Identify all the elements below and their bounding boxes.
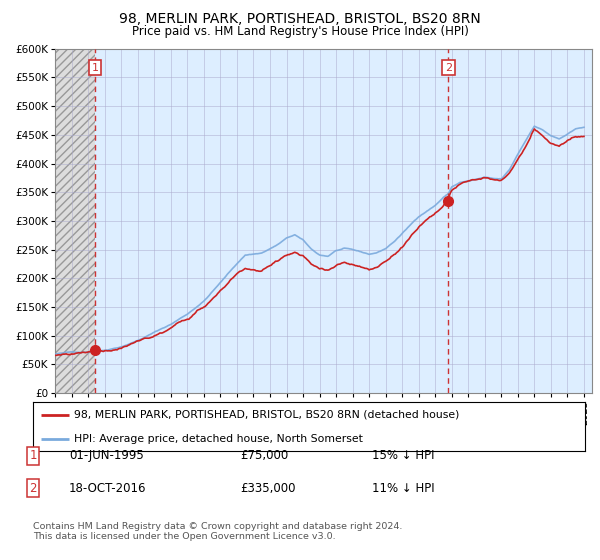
Bar [55, 49, 95, 393]
Text: £335,000: £335,000 [240, 482, 296, 495]
Text: 15% ↓ HPI: 15% ↓ HPI [372, 449, 434, 463]
Text: 01-JUN-1995: 01-JUN-1995 [69, 449, 144, 463]
Text: 98, MERLIN PARK, PORTISHEAD, BRISTOL, BS20 8RN (detached house): 98, MERLIN PARK, PORTISHEAD, BRISTOL, BS… [74, 410, 460, 420]
Text: HPI: Average price, detached house, North Somerset: HPI: Average price, detached house, Nort… [74, 434, 363, 444]
Text: Contains HM Land Registry data © Crown copyright and database right 2024.
This d: Contains HM Land Registry data © Crown c… [33, 522, 403, 542]
Text: 1: 1 [29, 449, 37, 463]
Text: 1: 1 [92, 63, 98, 73]
Text: 18-OCT-2016: 18-OCT-2016 [69, 482, 146, 495]
Text: 2: 2 [445, 63, 452, 73]
Text: 11% ↓ HPI: 11% ↓ HPI [372, 482, 434, 495]
Text: Price paid vs. HM Land Registry's House Price Index (HPI): Price paid vs. HM Land Registry's House … [131, 25, 469, 38]
Text: 2: 2 [29, 482, 37, 495]
Text: 98, MERLIN PARK, PORTISHEAD, BRISTOL, BS20 8RN: 98, MERLIN PARK, PORTISHEAD, BRISTOL, BS… [119, 12, 481, 26]
Text: £75,000: £75,000 [240, 449, 288, 463]
